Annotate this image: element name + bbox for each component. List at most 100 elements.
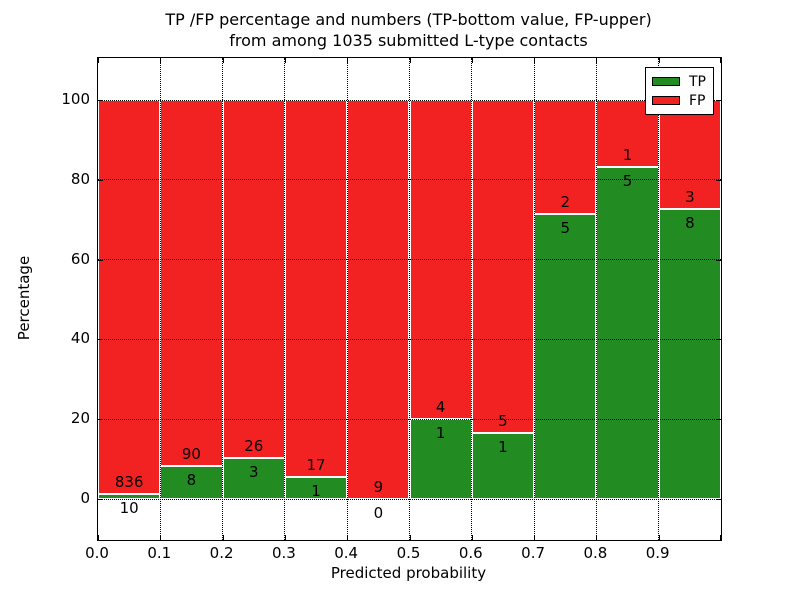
bar-segment-fp-9 [658, 100, 721, 209]
v-gridline-2 [222, 58, 224, 540]
x-tick-top-7 [534, 58, 536, 63]
bar-segment-fp-4 [347, 100, 410, 499]
y-tick-right-80 [716, 179, 721, 181]
fp-count-label-2: 26 [244, 436, 264, 455]
bar-segment-fp-0 [98, 100, 161, 495]
y-tick-left-60 [98, 259, 103, 261]
x-tick-top-10 [720, 58, 721, 63]
x-tick-label-9: 0.9 [645, 544, 670, 562]
x-tick-label-5: 0.5 [396, 544, 421, 562]
bar-segment-tp-5 [409, 419, 472, 499]
bar-segment-tp-1 [160, 466, 223, 499]
x-tick-bottom-6 [471, 535, 473, 540]
y-tick-right-100 [716, 100, 721, 101]
fp-count-label-7: 2 [560, 193, 571, 211]
tp-count-label-6: 1 [498, 437, 508, 456]
fp-count-label-5: 4 [435, 398, 446, 417]
tp-count-label-2: 3 [248, 462, 259, 481]
tp-legend-swatch [652, 77, 680, 86]
x-tick-label-1: 0.1 [147, 544, 172, 562]
x-tick-bottom-0 [98, 535, 99, 540]
x-tick-top-2 [222, 58, 224, 63]
x-tick-bottom-2 [222, 535, 224, 540]
x-tick-bottom-3 [284, 535, 286, 540]
x-tick-label-4: 0.4 [334, 544, 359, 562]
x-tick-label-7: 0.7 [521, 544, 546, 562]
y-tick-right-20 [716, 419, 721, 421]
x-tick-top-9 [658, 58, 660, 63]
y-tick-right-60 [716, 259, 721, 261]
x-axis-label: Predicted probability [330, 564, 487, 582]
tp-count-label-5: 1 [435, 424, 446, 443]
x-tick-bottom-4 [347, 535, 349, 540]
legend-item-tp: TP [652, 72, 706, 91]
v-gridline-8 [595, 58, 597, 540]
tp-count-label-7: 5 [560, 219, 571, 237]
fp-count-label-3: 17 [306, 455, 326, 474]
x-tick-top-1 [160, 58, 162, 63]
y-tick-left-0 [98, 499, 103, 500]
fp-count-label-1: 90 [181, 445, 201, 464]
x-tick-top-8 [596, 58, 598, 63]
bar-segment-fp-6 [471, 100, 535, 433]
fp-legend-label: FP [689, 92, 706, 109]
tp-count-label-8: 5 [622, 171, 633, 190]
x-tick-top-3 [284, 58, 286, 63]
v-gridline-6 [471, 58, 473, 540]
v-gridline-5 [409, 58, 410, 540]
bar-segment-tp-9 [658, 208, 721, 499]
fp-count-label-0: 836 [114, 473, 144, 492]
y-tick-label-80: 80 [70, 169, 90, 188]
bar-segment-tp-6 [471, 432, 535, 499]
bar-segment-tp-3 [284, 476, 348, 499]
tp-count-label-0: 10 [119, 499, 139, 518]
x-tick-bottom-7 [534, 535, 536, 540]
bar-segment-fp-2 [222, 100, 285, 458]
x-tick-bottom-5 [409, 535, 411, 540]
fp-count-label-6: 5 [498, 411, 508, 430]
y-tick-left-40 [98, 339, 103, 341]
x-tick-label-8: 0.8 [583, 544, 608, 562]
y-tick-label-40: 40 [70, 329, 90, 348]
tp-legend-label: TP [689, 73, 706, 90]
tp-count-label-3: 1 [311, 481, 321, 500]
legend: TP FP [645, 67, 714, 115]
plot-area: 836 10 90 8 26 3 17 1 9 0 4 1 5 1 2 5 1 5 3 8 TP FP [97, 57, 722, 541]
v-gridline-3 [284, 58, 286, 540]
fp-count-label-9: 3 [685, 187, 695, 206]
x-tick-bottom-10 [720, 535, 721, 540]
tp-count-label-9: 8 [685, 213, 695, 232]
y-tick-right-0 [716, 499, 721, 500]
v-gridline-4 [346, 58, 348, 540]
fp-count-label-8: 1 [622, 145, 633, 164]
x-tick-label-0: 0.0 [85, 544, 109, 562]
x-tick-top-6 [471, 58, 473, 63]
bar-segment-fp-3 [284, 100, 348, 477]
bar-segment-tp-2 [222, 457, 285, 499]
x-tick-label-3: 0.3 [271, 544, 296, 562]
legend-item-fp: FP [652, 91, 706, 110]
chart-title: TP /FP percentage and numbers (TP-bottom… [97, 9, 720, 51]
y-axis-label: Percentage [15, 255, 33, 341]
x-tick-top-0 [98, 58, 99, 63]
y-tick-label-100: 100 [61, 90, 90, 108]
bar-segment-tp-8 [596, 166, 659, 499]
chart-title-line1: TP /FP percentage and numbers (TP-bottom… [165, 10, 652, 29]
tp-count-label-4: 0 [373, 504, 384, 522]
x-tick-label-2: 0.2 [209, 544, 234, 562]
bar-segment-tp-7 [534, 214, 597, 499]
y-tick-right-40 [716, 339, 721, 341]
v-gridline-9 [658, 58, 660, 540]
x-tick-label-6: 0.6 [458, 544, 483, 562]
x-tick-top-4 [347, 58, 349, 63]
v-gridline-7 [533, 58, 535, 540]
y-tick-left-20 [98, 419, 103, 421]
y-tick-label-60: 60 [70, 249, 90, 268]
chart-title-line2: from among 1035 submitted L-type contact… [229, 31, 588, 50]
v-gridline-1 [159, 58, 161, 540]
x-tick-bottom-8 [596, 535, 598, 540]
fp-count-label-4: 9 [373, 478, 384, 496]
fp-legend-swatch [652, 96, 680, 105]
x-tick-bottom-1 [160, 535, 162, 540]
